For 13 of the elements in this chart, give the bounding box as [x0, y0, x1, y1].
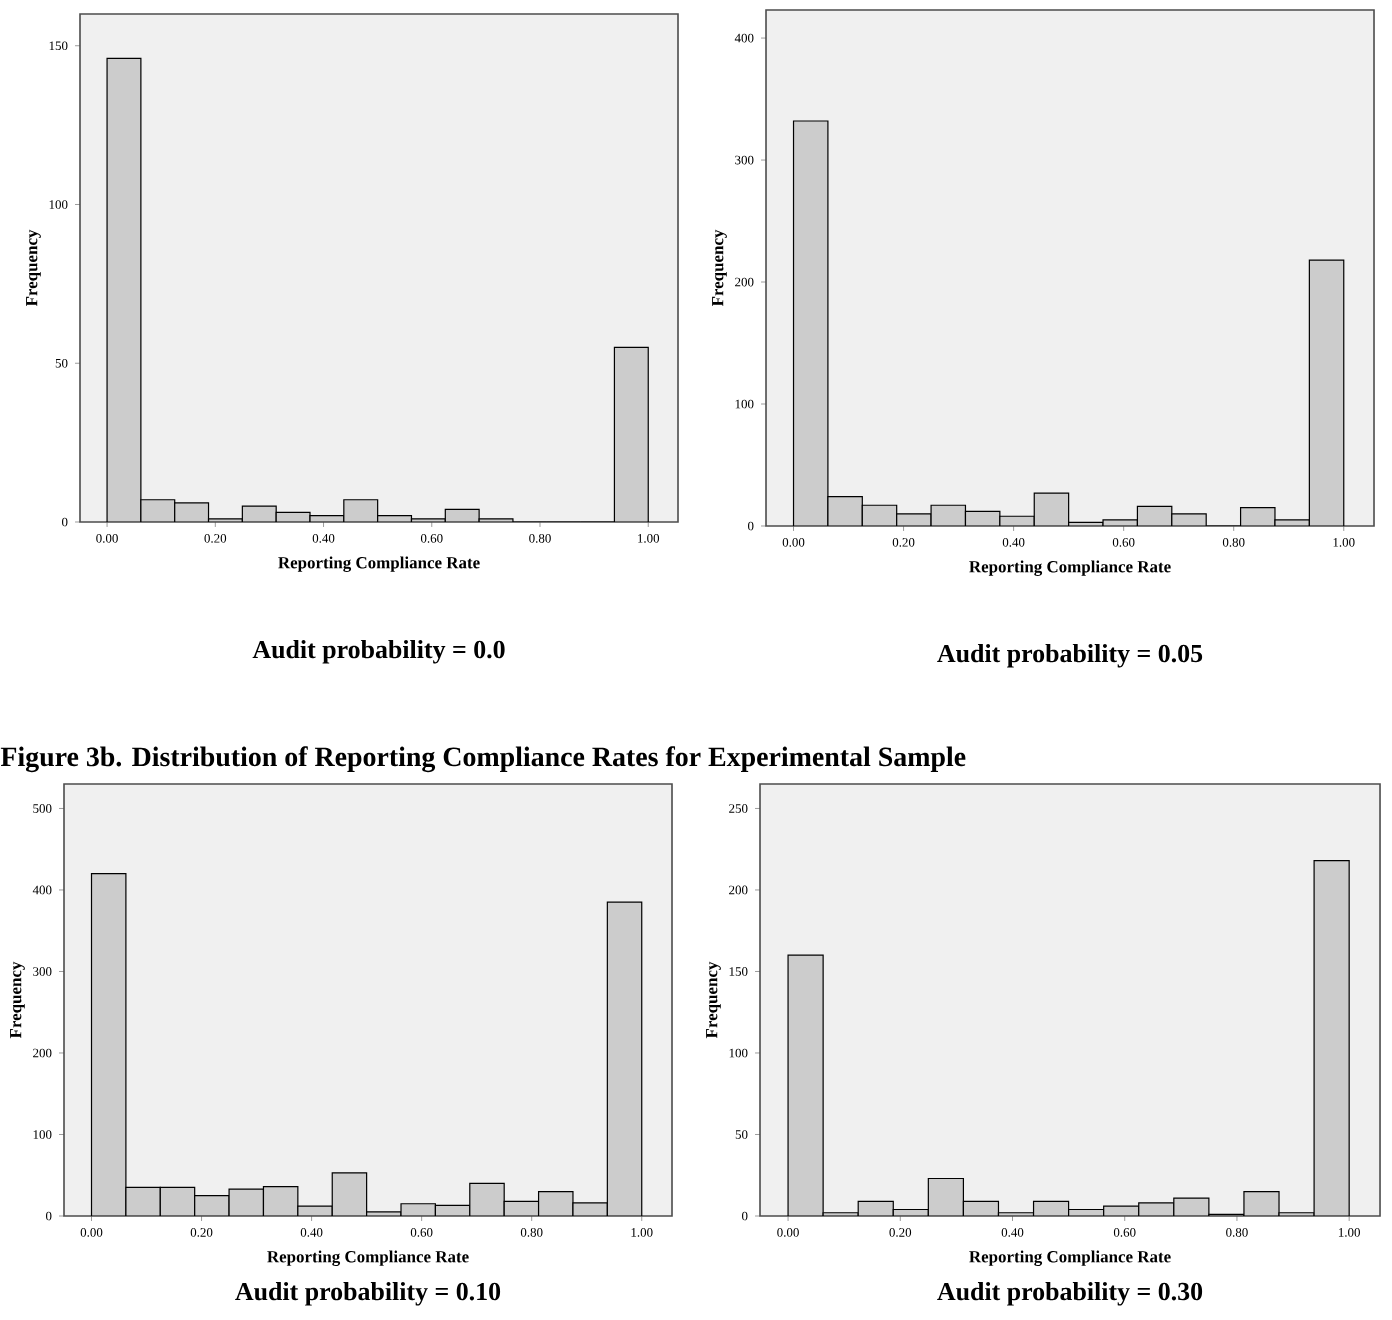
- x-axis-title: Reporting Compliance Rate: [969, 1250, 1171, 1266]
- text: Audit probability = 0.10: [235, 1282, 501, 1306]
- text: Audit probability = 0.0: [252, 640, 505, 664]
- y-axis-title: Frequency: [26, 229, 41, 307]
- text: Audit probability = 0.30: [937, 1282, 1203, 1306]
- y-axis-title: Frequency: [712, 229, 727, 307]
- y-axis-title: Frequency: [706, 961, 721, 1039]
- x-axis-title: Reporting Compliance Rate: [278, 556, 480, 572]
- text: Audit probability = 0.05: [937, 644, 1203, 668]
- x-axis-title: Reporting Compliance Rate: [969, 560, 1171, 576]
- chart-title: Figure 3b. Distribution of Reporting Compliance Rates for Experimental Sample: [0, 746, 966, 773]
- x-axis-title: Reporting Compliance Rate: [267, 1250, 469, 1266]
- y-axis-title: Frequency: [10, 961, 25, 1039]
